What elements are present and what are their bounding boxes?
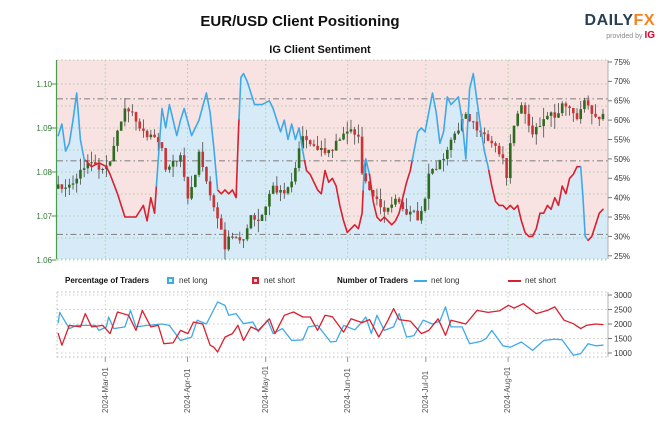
pct-tick-55: 55%: [614, 135, 630, 144]
legend-pct-net-short-swatch: [252, 277, 259, 284]
date-tick-mar: 2024-Mar-01: [101, 367, 110, 413]
legend-pct-net-short-label: net short: [264, 276, 296, 285]
date-tick-may: 2024-May-01: [261, 365, 270, 413]
percent-axis-labels: 75% 70% 65% 60% 55% 50% 45% 40% 35% 30% …: [614, 58, 630, 261]
logo-fx-text: FX: [633, 12, 655, 29]
legend-num-net-short-label: net short: [525, 276, 557, 285]
price-tick-1-09: 1.09: [36, 124, 52, 133]
pct-tick-60: 60%: [614, 116, 630, 125]
count-tick-2500: 2500: [614, 305, 632, 314]
count-tick-3000: 3000: [614, 291, 632, 300]
logo-daily-text: DAILY: [584, 12, 634, 29]
count-axis-labels: 3000 2500 2000 1500 1000: [614, 291, 632, 358]
legend-number-of-traders-label: Number of Traders: [337, 276, 409, 285]
legend-pct-net-long-label: net long: [179, 276, 208, 285]
count-tick-1000: 1000: [614, 349, 632, 358]
date-tick-jul: 2024-Jul-01: [421, 370, 430, 413]
legend-num-net-short-swatch: [508, 280, 521, 282]
pct-tick-65: 65%: [614, 97, 630, 106]
legend-pct-net-long-swatch: [167, 277, 174, 284]
price-tick-1-08: 1.08: [36, 168, 52, 177]
date-tick-jun: 2024-Jun-01: [343, 368, 352, 413]
legend-percentage-of-traders-label: Percentage of Traders: [65, 276, 150, 285]
pct-tick-25: 25%: [614, 252, 630, 261]
legend-num-net-long-label: net long: [431, 276, 460, 285]
legend-num-net-long-swatch: [414, 280, 427, 282]
ig-logo: IG: [644, 29, 655, 41]
price-tick-1-06: 1.06: [36, 256, 52, 265]
pct-tick-75: 75%: [614, 58, 630, 67]
price-tick-1-10: 1.10: [36, 80, 52, 89]
date-tick-aug: 2024-Aug-01: [503, 366, 512, 413]
price-axis-labels: 1.10 1.09 1.08 1.07 1.06: [36, 80, 52, 265]
provided-by-text: provided by: [606, 32, 643, 40]
count-tick-2000: 2000: [614, 320, 632, 329]
date-axis-labels: 2024-Mar-01 2024-Apr-01 2024-May-01 2024…: [101, 365, 512, 413]
pct-tick-40: 40%: [614, 194, 630, 203]
pct-tick-50: 50%: [614, 155, 630, 164]
count-tick-1500: 1500: [614, 334, 632, 343]
page-title: EUR/USD Client Positioning: [200, 13, 400, 30]
pct-tick-35: 35%: [614, 213, 630, 222]
dailyfx-logo: DAILYFX provided by IG: [585, 12, 655, 41]
dailyfx-logo-wordmark: DAILYFX: [585, 12, 655, 30]
price-tick-1-07: 1.07: [36, 212, 52, 221]
pct-tick-70: 70%: [614, 77, 630, 86]
provided-by-line: provided by IG: [585, 30, 655, 41]
pct-tick-45: 45%: [614, 174, 630, 183]
chart-subtitle: IG Client Sentiment: [269, 44, 371, 56]
date-tick-apr: 2024-Apr-01: [183, 368, 192, 413]
pct-tick-30: 30%: [614, 232, 630, 241]
